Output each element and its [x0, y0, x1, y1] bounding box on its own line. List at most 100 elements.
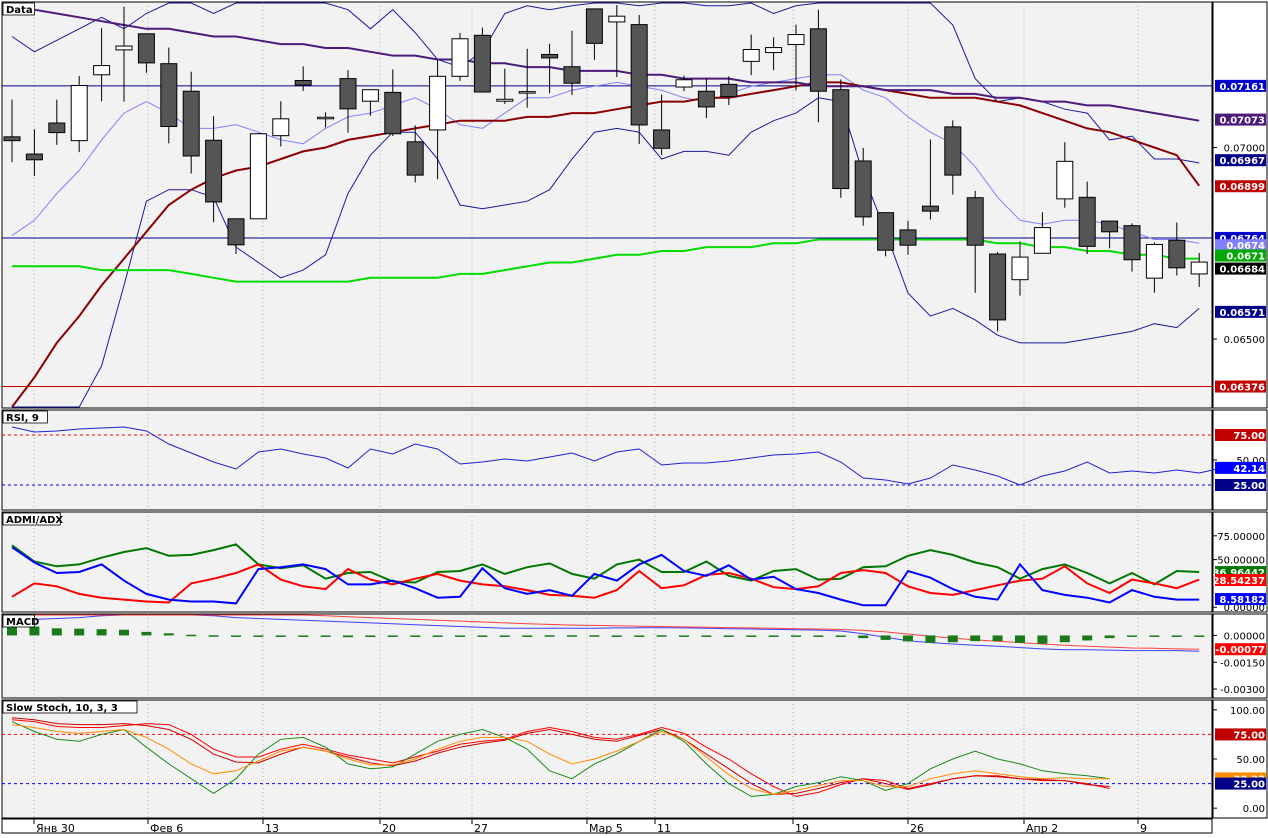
- panel-frame: [1, 409, 1213, 511]
- value-label-text: 42.14: [1233, 464, 1265, 475]
- candle-down: [1101, 220, 1119, 233]
- candle-up: [1033, 227, 1051, 254]
- macd-histogram-bar: [611, 635, 622, 637]
- candle-up: [249, 133, 267, 220]
- panel-title: Data: [6, 5, 33, 16]
- macd-histogram-bar: [186, 634, 197, 637]
- macd-histogram-bar: [768, 635, 779, 637]
- macd-histogram-bar: [522, 635, 533, 637]
- x-tick-label: Фев 6: [150, 822, 183, 834]
- series-stoch-orange: [11, 724, 1110, 795]
- panel-frame: [1, 1, 1213, 409]
- macd-histogram-bar: [1127, 635, 1137, 637]
- value-label-tag: [1215, 429, 1266, 441]
- candle-down: [473, 34, 491, 93]
- panel-frame: [1, 699, 1213, 819]
- series-macd-signal: [12, 614, 1200, 650]
- candle-down: [406, 141, 424, 176]
- value-label-tag: [1215, 479, 1266, 491]
- value-label-tag: [1215, 262, 1266, 275]
- candle-down: [630, 24, 648, 126]
- x-tick-label: 19: [795, 822, 809, 834]
- macd-histogram-bar: [746, 635, 757, 637]
- macd-histogram-bar: [208, 635, 219, 637]
- value-label-tag: [1215, 249, 1266, 262]
- y-tick-label: 75.00000: [1217, 532, 1265, 543]
- y-tick-label: -0.00300: [1220, 685, 1265, 696]
- candle-down: [48, 122, 66, 134]
- panel-macd: 0.00000 -0.00150 -0.00300 -0.00077 MACD: [1, 613, 1268, 699]
- value-label-text: 0.0674: [1226, 241, 1265, 252]
- candle-down: [966, 197, 984, 246]
- macd-histogram-bar: [320, 635, 331, 637]
- candle-down: [3, 136, 21, 142]
- value-label-text: 75.00: [1233, 730, 1265, 741]
- candle-down: [1078, 196, 1096, 247]
- macd-histogram-bar: [903, 635, 913, 642]
- value-label-text: 8.58182: [1219, 595, 1265, 606]
- series-bb-upper: [11, 2, 1200, 164]
- macd-histogram-bar: [1104, 635, 1115, 639]
- series-stoch-red: [11, 719, 1110, 797]
- panel-title-box: [2, 700, 138, 714]
- series-adx-blue: [11, 546, 1200, 607]
- value-label-tag: [1215, 380, 1266, 393]
- candle-up: [1056, 160, 1074, 200]
- value-label-tag: [1215, 79, 1266, 92]
- macd-histogram-bar: [499, 635, 510, 637]
- value-label-text: 25.00: [1233, 780, 1265, 791]
- x-tick-label: 27: [474, 822, 488, 834]
- value-label-text: 25.00: [1233, 481, 1265, 492]
- macd-histogram-bar: [387, 635, 398, 637]
- axis-strip: [1212, 1, 1268, 409]
- y-tick-label: 50.00: [1236, 755, 1265, 766]
- candle-up: [272, 118, 290, 137]
- macd-histogram-bar: [835, 635, 846, 637]
- x-tick-label: 9: [1140, 822, 1147, 834]
- candle-up: [317, 116, 335, 120]
- y-tick-label: 100.00: [1230, 706, 1265, 717]
- candle-up: [451, 38, 469, 77]
- candle-down: [697, 90, 715, 108]
- x-tick-label: Апр 2: [1026, 822, 1058, 834]
- macd-histogram-bar: [970, 635, 981, 642]
- series-ma-green: [12, 238, 1200, 283]
- panel-title: ADMI/ADX: [6, 515, 63, 526]
- macd-histogram-bar: [791, 635, 801, 637]
- value-label-text: 28.54237: [1212, 576, 1265, 587]
- candle-down: [541, 53, 559, 59]
- panel-price: 0.07000 0.06500 0.07161 0.07073 0.06967 0.068…: [1, 1, 1268, 409]
- candle-down: [720, 83, 738, 98]
- value-label-text: 0.06684: [1219, 265, 1265, 276]
- macd-histogram-bar: [1082, 635, 1093, 641]
- macd-histogram-bar: [365, 635, 376, 638]
- value-label-tag: [1215, 728, 1266, 741]
- macd-histogram-bar: [253, 635, 264, 637]
- macd-histogram-bar: [7, 624, 17, 636]
- value-label-text: 0.06967: [1219, 156, 1265, 167]
- macd-histogram-bar: [298, 635, 309, 637]
- panel-title: RSI, 9: [6, 413, 39, 424]
- macd-histogram-bar: [432, 635, 443, 637]
- candle-up: [1011, 256, 1029, 281]
- candle-down: [563, 66, 581, 84]
- candle-down: [944, 126, 962, 176]
- candle-down: [160, 63, 178, 127]
- candle-down: [1123, 225, 1141, 261]
- series-macd-line: [12, 614, 1200, 652]
- axis-strip: [1212, 699, 1268, 819]
- macd-histogram-bar: [925, 635, 936, 643]
- macd-histogram-bar: [880, 635, 891, 640]
- panel-title: Slow Stoch, 10, 3, 3: [6, 703, 118, 714]
- candle-down: [294, 80, 312, 86]
- macd-histogram-bar: [656, 635, 667, 637]
- y-tick-label: 0.06500: [1224, 335, 1265, 346]
- macd-histogram-bar: [275, 635, 286, 637]
- candle-up: [787, 34, 805, 46]
- value-label-tag: [1215, 305, 1266, 318]
- x-tick-label: 11: [657, 822, 671, 834]
- macd-histogram-bar: [1149, 635, 1160, 637]
- axis-strip: [1212, 613, 1268, 699]
- candle-down: [989, 253, 1007, 321]
